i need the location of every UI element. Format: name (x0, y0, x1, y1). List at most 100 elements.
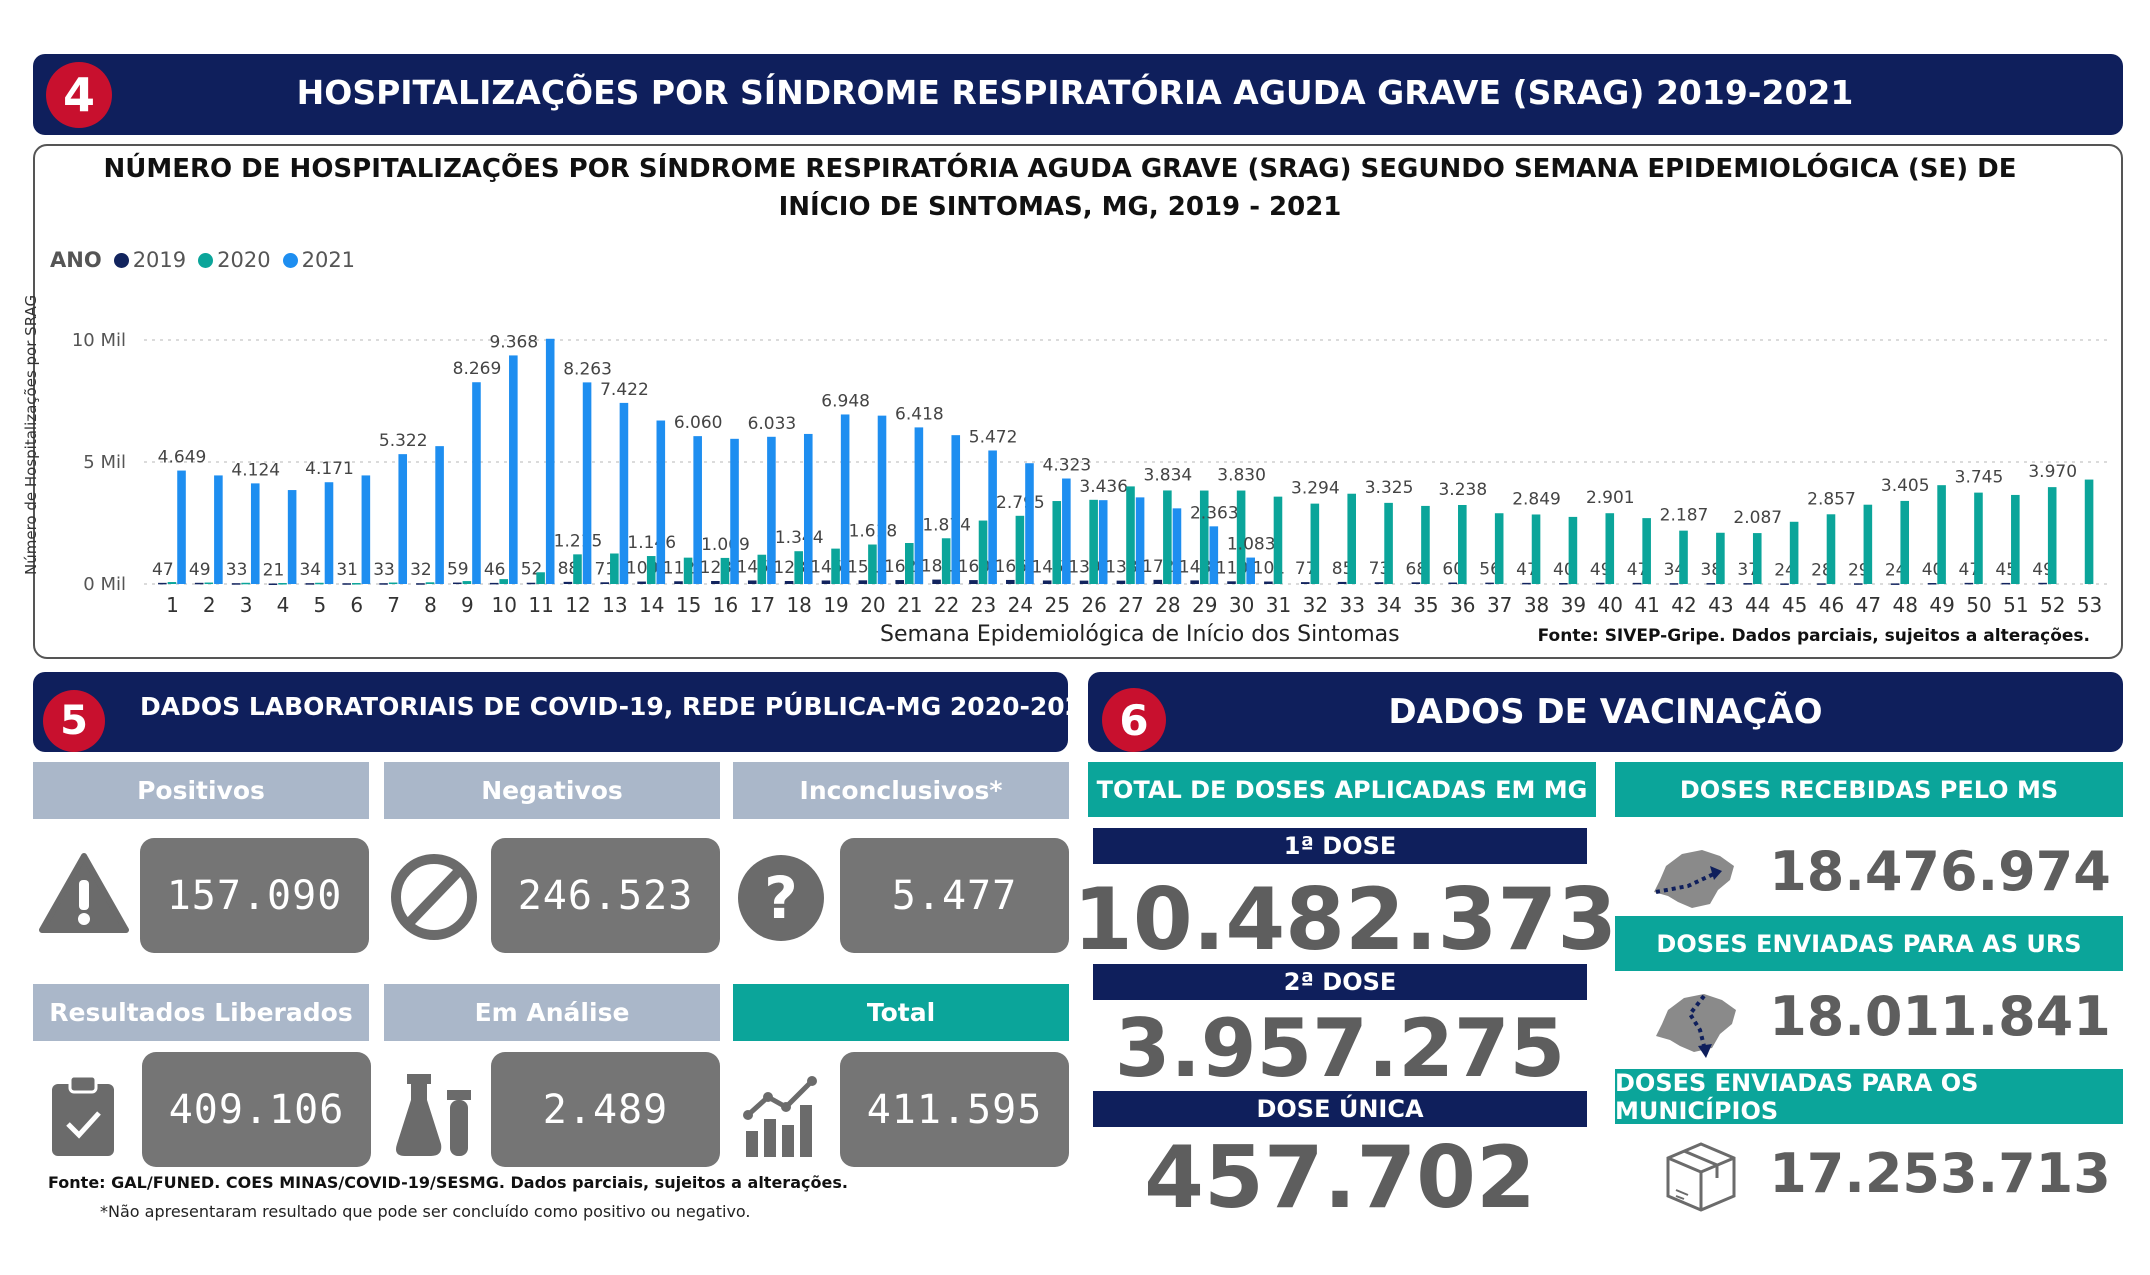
x-tick-label: 8 (424, 593, 437, 617)
x-tick-label: 14 (639, 593, 664, 617)
bar-2021-se16 (730, 438, 739, 584)
bar-2020-se40 (1605, 513, 1615, 584)
data-label-2019-se10: 46 (484, 560, 506, 580)
data-label-2020-se28: 3.834 (1144, 465, 1193, 485)
section6-title: DADOS DE VACINAÇÃO (1388, 692, 1823, 732)
x-tick-label: 28 (1155, 593, 1180, 617)
data-label-2020-se38: 2.849 (1512, 489, 1561, 509)
x-tick-label: 21 (897, 593, 922, 617)
bar-2020-se36 (1458, 504, 1467, 584)
section4-header (33, 54, 2123, 135)
question-icon: ? (738, 855, 824, 941)
x-tick-label: 25 (1045, 593, 1070, 617)
x-tick-label: 18 (786, 593, 811, 617)
x-tick-label: 11 (528, 593, 553, 617)
bar-2021-se17 (767, 436, 776, 584)
bar-2020-se44 (1752, 533, 1762, 584)
bar-2020-se32 (1310, 503, 1320, 584)
bar-2019-se24 (1006, 579, 1015, 584)
bar-2020-se9 (462, 581, 472, 584)
warning-icon (39, 853, 129, 933)
bar-2019-se26 (1079, 580, 1089, 584)
lab-source: Fonte: GAL/FUNED. COES MINAS/COVID-19/SE… (48, 1173, 848, 1192)
x-tick-label: 51 (2003, 593, 2028, 617)
bar-2020-se35 (1421, 505, 1430, 584)
x-tick-label: 20 (860, 593, 885, 617)
bar-2020-se5 (315, 582, 324, 585)
legend-item-2019[interactable]: 2019 (113, 248, 186, 272)
package-box-icon (1666, 1142, 1736, 1212)
x-tick-label: 4 (277, 593, 290, 617)
legend-dot-2020 (198, 252, 214, 268)
bar-2019-se18 (784, 580, 794, 584)
x-tick-label: 30 (1229, 593, 1254, 617)
bar-2020-se50 (1974, 492, 1983, 584)
data-label-2020-se52: 3.970 (2028, 462, 2077, 482)
x-tick-label: 23 (971, 593, 996, 617)
y-tick-label: 5 Mil (83, 452, 126, 473)
legend-label-2020: 2020 (217, 248, 271, 272)
data-label-2020-se16: 1.069 (701, 535, 750, 555)
data-label-2020-se36: 3.238 (1438, 480, 1487, 500)
bar-2021-se9 (472, 382, 481, 584)
section5-badge: 5 (43, 690, 105, 752)
bar-2020-se6 (351, 583, 361, 585)
data-label-2020-se24: 2.795 (996, 493, 1045, 513)
bar-2019-se10 (489, 582, 499, 585)
bar-2020-se30 (1236, 490, 1246, 584)
data-label-2019-se4: 21 (263, 560, 285, 580)
bar-2019-se2 (194, 582, 204, 585)
bar-2020-se45 (1789, 521, 1799, 584)
bar-2019-se22 (932, 579, 941, 584)
data-label-2020-se48: 3.405 (1881, 476, 1930, 496)
inconclusivos-label: Inconclusivos* (733, 762, 1069, 819)
bar-2020-se33 (1347, 493, 1357, 584)
data-label-2020-se34: 3.325 (1365, 478, 1414, 498)
bar-2019-se1 (158, 582, 167, 585)
positivos-value: 157.090 (140, 838, 369, 953)
x-tick-label: 5 (314, 593, 327, 617)
bar-2021-se12 (582, 382, 592, 584)
x-tick-label: 6 (350, 593, 363, 617)
x-tick-label: 44 (1745, 593, 1770, 617)
data-label-2020-se32: 3.294 (1291, 479, 1340, 499)
x-tick-label: 3 (240, 593, 253, 617)
x-tick-label: 32 (1303, 593, 1328, 617)
section4-badge: 4 (46, 62, 112, 128)
doses-urs-header: DOSES ENVIADAS PARA AS URS (1615, 916, 2123, 971)
data-label-2019-se3: 33 (226, 560, 248, 580)
bar-2019-se8 (416, 583, 425, 585)
bar-2020-se4 (278, 583, 287, 585)
x-tick-label: 16 (713, 593, 738, 617)
inconclusivos-value: 5.477 (840, 838, 1069, 953)
bar-2020-se18 (794, 551, 803, 584)
x-tick-label: 48 (1892, 593, 1917, 617)
bar-2021-se2 (214, 475, 223, 584)
x-tick-label: 13 (602, 593, 627, 617)
x-tick-label: 12 (565, 593, 590, 617)
data-label-2020-se44: 2.087 (1733, 508, 1782, 528)
bar-2019-se47 (1853, 583, 1863, 585)
bar-2021-se3 (250, 483, 260, 584)
x-tick-label: 36 (1450, 593, 1475, 617)
data-label-2019-se7: 33 (373, 560, 395, 580)
bar-2019-se7 (379, 583, 388, 585)
x-tick-label: 22 (934, 593, 959, 617)
legend-title: ANO (50, 248, 102, 272)
bar-2021-se29 (1209, 526, 1219, 584)
bar-2019-se44 (1743, 583, 1752, 585)
bar-2019-se21 (895, 580, 904, 584)
data-label-2021-se30: 1.083 (1227, 535, 1276, 555)
data-label-2021-se12: 8.263 (563, 359, 612, 379)
bar-2020-se49 (1937, 485, 1946, 584)
bar-2020-se19 (831, 548, 840, 584)
liberados-label: Resultados Liberados (33, 984, 369, 1041)
legend-item-2020[interactable]: 2020 (198, 248, 271, 272)
bar-2019-se31 (1264, 581, 1273, 584)
data-label-2020-se40: 2.901 (1586, 488, 1635, 508)
bar-2019-se51 (2001, 582, 2011, 585)
bar-2019-se14 (637, 581, 646, 584)
legend-item-2021[interactable]: 2021 (282, 248, 355, 272)
bar-2019-se27 (1116, 580, 1126, 584)
data-label-2020-se46: 2.857 (1807, 489, 1856, 509)
